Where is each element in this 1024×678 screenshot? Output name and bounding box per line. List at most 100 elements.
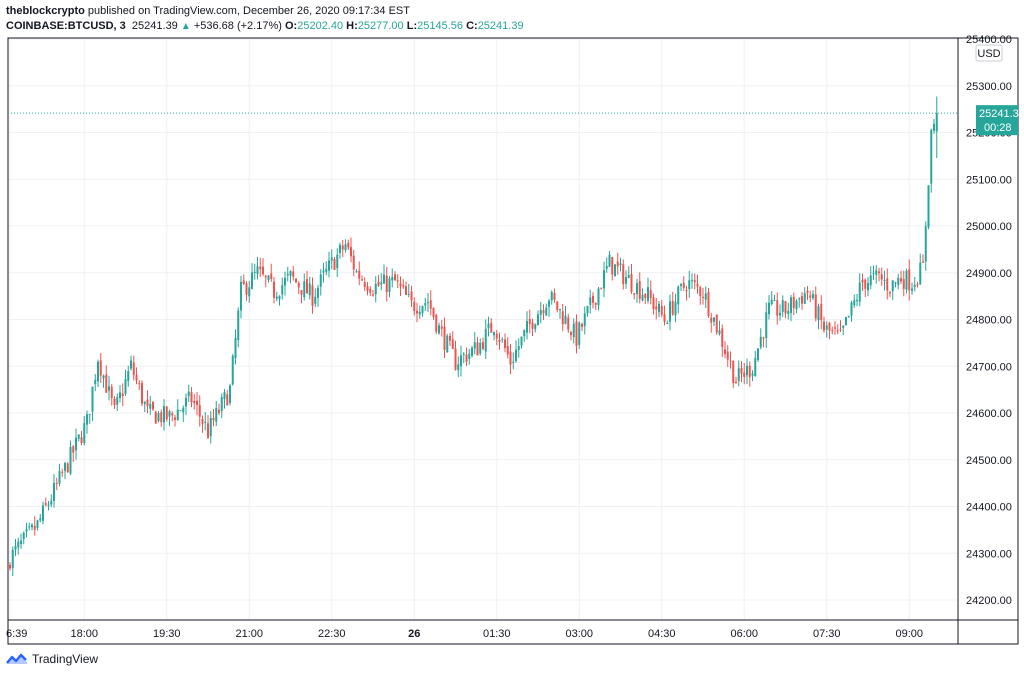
candle-body [880,274,883,280]
candle-body [696,283,699,287]
candle-body [619,263,622,266]
candle-body [251,272,253,289]
candle-body [570,332,572,336]
candle-body [589,297,592,305]
candle-body [784,301,787,314]
x-tick-label: 06:00 [730,628,758,640]
candle-body [930,129,933,184]
candle-body [39,518,42,521]
candle-body [220,397,223,412]
candle-body [394,274,396,281]
candle-body [501,339,504,341]
candle-body [410,291,413,301]
candle-body [550,291,553,301]
candle-body [25,529,28,532]
candle-body [520,336,523,346]
candle-body [853,300,856,306]
candle-body [834,327,836,329]
candle-body [187,391,190,397]
candle-body [537,314,539,326]
candle-body [710,317,713,323]
candle-body [812,294,814,299]
price-axis[interactable]: 24200.00 24300.00 24400.00 24500.00 24600.00… [966,34,1012,607]
candle-body [867,282,869,291]
candle-body [919,262,922,285]
chart-frame [7,37,1019,645]
candle-body [528,319,531,324]
candle-body [682,282,685,288]
candle-body [924,226,927,262]
candle-body [517,346,520,350]
candle-body [757,348,759,361]
candle-body [666,322,669,324]
candle-body [165,406,168,420]
candle-body [130,360,132,369]
candle-body [58,471,61,484]
candle-body [132,362,135,376]
y-tick-label: 24400.00 [966,502,1012,514]
candle-body [484,328,487,352]
candle-body [94,379,97,385]
candle-body [333,259,336,270]
candle-body [493,332,495,336]
candle-body [267,275,270,280]
candle-body [171,413,174,416]
candle-body [817,306,820,321]
candle-body [798,298,801,300]
candle-body [86,414,88,425]
candle-body [328,260,330,271]
candle-body [77,434,80,439]
candle-body [927,185,930,228]
candle-body [146,399,149,407]
candle-body [842,325,845,328]
candle-body [616,261,619,267]
low-value: 25145.56 [417,20,464,32]
symbol-label[interactable]: COINBASE:BTCUSD, 3 [6,20,126,32]
tradingview-logo[interactable]: TradingView [6,652,98,666]
candle-body [504,339,506,349]
candle-body [193,400,196,404]
candle-body [726,351,729,360]
candle-body [608,254,611,267]
candle-body [490,322,493,333]
candle-body [424,303,427,306]
candle-body [891,280,894,292]
candle-body [768,302,770,315]
candle-body [644,293,647,299]
candle-body [138,383,141,385]
candle-body [176,409,179,421]
publisher-name[interactable]: theblockcrypto [6,5,85,17]
candle-body [80,437,83,443]
candle-body [322,270,325,273]
candle-body [864,279,867,289]
candle-body [647,287,649,301]
time-axis[interactable]: 6:39 18:00 19:30 21:00 22:30 26 01:30 03:00 04:3… [6,628,923,640]
candle-body [69,446,72,474]
candle-body [372,294,374,296]
candle-body [83,423,86,444]
candle-body [377,281,380,286]
x-tick-label: 07:30 [813,628,841,640]
candle-body [374,283,377,295]
candle-body [124,379,127,394]
currency-badge[interactable]: USD [975,44,1003,62]
candle-body [363,282,366,288]
candle-body [831,329,834,331]
candle-body [97,361,99,382]
candle-body [902,278,905,289]
candle-body [473,342,476,349]
candle-body [627,274,630,279]
candle-body [845,317,847,325]
x-tick-label: 03:00 [565,628,593,640]
candle-body [740,368,743,374]
candle-body [825,325,828,330]
candle-body [655,306,658,310]
candle-body [154,411,157,424]
price-change: +536.68 (+2.17%) [193,20,282,32]
candle-body [614,264,616,277]
candle-body [306,279,308,294]
candle-body [460,355,462,367]
published-text: published on TradingView.com, December 2… [87,5,410,17]
candle-body [652,297,655,310]
